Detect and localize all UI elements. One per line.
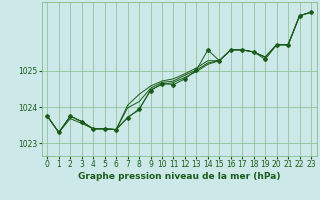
X-axis label: Graphe pression niveau de la mer (hPa): Graphe pression niveau de la mer (hPa) <box>78 172 280 181</box>
